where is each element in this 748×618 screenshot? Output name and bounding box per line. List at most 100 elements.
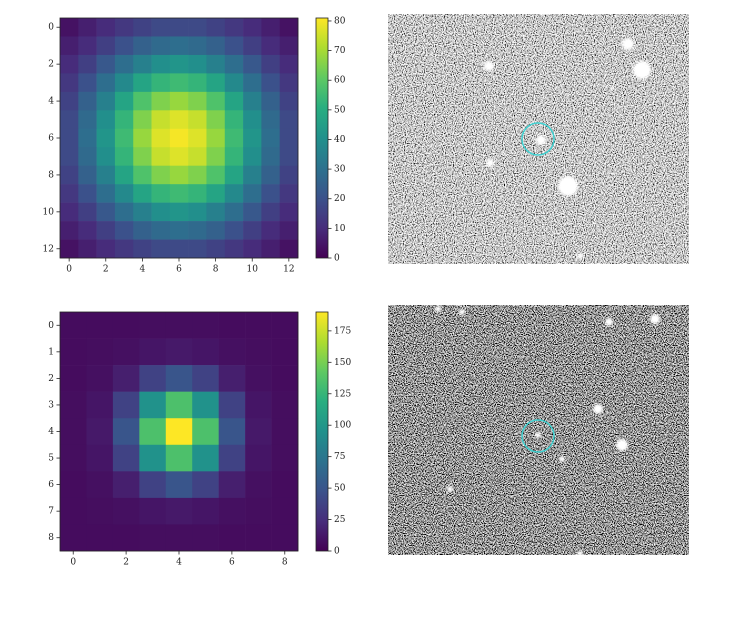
heatmap-cell — [139, 338, 167, 366]
heatmap-cell — [224, 91, 244, 111]
heatmap-cell — [78, 36, 97, 56]
heatmap-cell — [139, 444, 167, 472]
heatmap-cell — [139, 365, 167, 392]
heatmap-cell — [165, 391, 193, 419]
heatmap-cell — [188, 184, 207, 203]
heatmap-cell — [169, 165, 189, 185]
heatmap-cell — [169, 221, 189, 240]
heatmap-cell — [114, 91, 134, 111]
heatmap-cell — [279, 128, 299, 148]
heatmap-cell — [169, 147, 189, 166]
heatmap-cell — [224, 221, 244, 240]
heatmap-cell — [243, 221, 262, 240]
heatmap-cell — [133, 36, 152, 56]
y-tick-label: 7 — [48, 507, 54, 517]
x-tick-label: 0 — [70, 558, 76, 568]
heatmap-cell — [133, 18, 152, 37]
heatmap-cell — [279, 202, 299, 222]
heatmap-cell — [165, 312, 193, 339]
heatmap-cell — [245, 497, 272, 525]
heatmap-cell — [114, 221, 134, 240]
colorbar-tick-label: 50 — [334, 105, 346, 115]
x-tick-label: 4 — [176, 558, 182, 568]
heatmap-cell — [169, 18, 189, 37]
heatmap-cell — [169, 239, 189, 259]
heatmap-cell — [86, 338, 114, 366]
heatmap-cell — [188, 36, 207, 56]
heatmap-cell — [206, 110, 226, 130]
heatmap-cell — [206, 91, 226, 111]
colorbar-tick-label: 30 — [334, 165, 346, 175]
heatmap-cell — [151, 73, 171, 93]
heatmap-cell — [60, 110, 79, 130]
heatmap-cell — [261, 73, 280, 93]
heatmap-cell — [96, 73, 116, 93]
heatmap-cell — [245, 312, 272, 339]
heatmap-cell — [78, 110, 97, 130]
heatmap-cell — [169, 73, 189, 93]
heatmap-cell — [133, 73, 152, 93]
heatmap-cell — [139, 312, 167, 339]
heatmap-cell — [165, 365, 193, 392]
heatmap-cell — [86, 444, 114, 472]
heatmap-cell — [243, 91, 262, 111]
heatmap-cell — [151, 128, 171, 148]
heatmap-cell — [86, 418, 114, 446]
heatmap-cell — [60, 184, 79, 203]
heatmap-cell — [271, 471, 299, 499]
heatmap-cell — [192, 338, 219, 366]
heatmap-cell — [78, 54, 97, 74]
heatmap-cell — [114, 165, 134, 185]
heatmap-cell — [279, 18, 299, 37]
heatmap-cell — [78, 128, 97, 148]
heatmap-cell — [60, 338, 87, 366]
heatmap-cell — [261, 221, 280, 240]
heatmap-cell — [279, 36, 299, 56]
heatmap-cell — [224, 147, 244, 166]
heatmap-cell — [165, 497, 193, 525]
heatmap-cell — [192, 444, 219, 472]
heatmap-cell — [112, 471, 140, 499]
heatmap-cell — [96, 202, 116, 222]
heatmap-cell — [78, 221, 97, 240]
heatmap-cell — [271, 365, 299, 392]
y-tick-label: 3 — [48, 400, 54, 410]
heatmap-cell — [151, 18, 171, 37]
heatmap-cell — [188, 165, 207, 185]
star-image-bottom — [388, 305, 689, 555]
heatmap-cell — [96, 165, 116, 185]
heatmap-cell — [243, 128, 262, 148]
colorbar-tick-label: 150 — [334, 358, 351, 368]
heatmap-cell — [224, 128, 244, 148]
heatmap-cell — [188, 147, 207, 166]
heatmap-cell — [133, 91, 152, 111]
heatmap-cell — [245, 524, 272, 552]
heatmap-cell — [169, 36, 189, 56]
colorbar-tick-label: 0 — [334, 547, 340, 557]
x-tick-label: 6 — [176, 265, 182, 275]
colorbar-tick-label: 125 — [334, 389, 351, 399]
heatmap-cell — [192, 524, 219, 552]
heatmap-cell — [96, 221, 116, 240]
heatmap-cell — [243, 147, 262, 166]
heatmap-cell — [151, 184, 171, 203]
heatmap-cell — [279, 91, 299, 111]
x-tick-label: 2 — [123, 558, 129, 568]
heatmap-cell — [151, 221, 171, 240]
heatmap-cell — [169, 110, 189, 130]
heatmap-cell — [96, 128, 116, 148]
heatmap-cell — [218, 444, 246, 472]
heatmap-cell — [279, 73, 299, 93]
heatmap-cell — [218, 524, 246, 552]
heatmap-cell — [243, 73, 262, 93]
heatmap-cell — [78, 73, 97, 93]
heatmap-cell — [243, 36, 262, 56]
heatmap-cell — [224, 110, 244, 130]
heatmap-cell — [133, 184, 152, 203]
heatmap-cell — [224, 239, 244, 259]
heatmap-cell — [86, 312, 114, 339]
y-tick-label: 2 — [48, 374, 54, 384]
colorbar-tick-label: 70 — [334, 46, 346, 56]
heatmap-cell — [206, 128, 226, 148]
heatmap-cell — [271, 391, 299, 419]
